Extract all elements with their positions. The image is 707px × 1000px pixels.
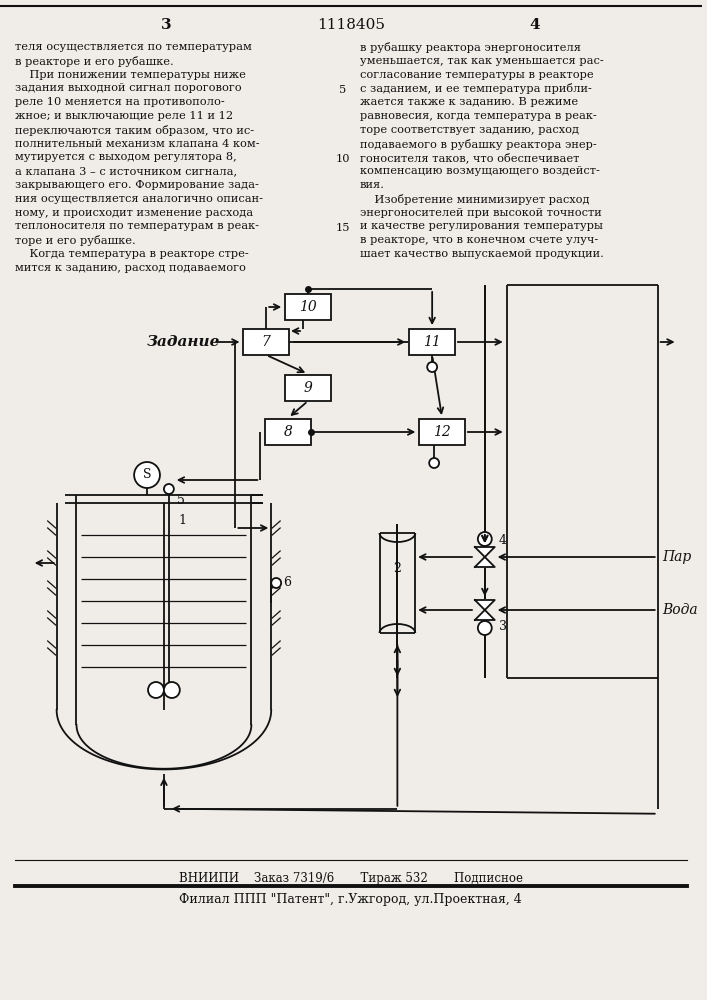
Text: 1: 1	[179, 514, 187, 526]
Text: 10: 10	[299, 300, 317, 314]
Text: мутируется с выходом регулятора 8,: мутируется с выходом регулятора 8,	[15, 152, 237, 162]
Text: 8: 8	[284, 425, 293, 439]
Text: теплоносителя по температурам в реак-: теплоносителя по температурам в реак-	[15, 221, 259, 231]
Text: уменьшается, так как уменьшается рас-: уменьшается, так как уменьшается рас-	[360, 56, 603, 66]
Text: 2: 2	[394, 562, 402, 574]
Text: жное; и выключающие реле 11 и 12: жное; и выключающие реле 11 и 12	[15, 111, 233, 121]
Text: в рубашку реактора энергоносителя: в рубашку реактора энергоносителя	[360, 42, 580, 53]
Text: При понижении температуры ниже: При понижении температуры ниже	[15, 70, 246, 80]
Bar	[285, 294, 331, 320]
Bar	[265, 419, 311, 445]
Text: с заданием, и ее температура прибли-: с заданием, и ее температура прибли-	[360, 83, 592, 94]
Text: мится к заданию, расход подаваемого: мится к заданию, расход подаваемого	[15, 263, 246, 273]
Circle shape	[134, 462, 160, 488]
Text: реле 10 меняется на противополо-: реле 10 меняется на противополо-	[15, 97, 225, 107]
Text: полнительный механизм клапана 4 ком-: полнительный механизм клапана 4 ком-	[15, 139, 259, 149]
Text: в реакторе и его рубашке.: в реакторе и его рубашке.	[15, 56, 174, 67]
Bar	[409, 329, 455, 355]
Text: 10: 10	[336, 154, 350, 164]
Text: энергоносителей при высокой точности: энергоносителей при высокой точности	[360, 208, 602, 218]
Circle shape	[148, 682, 164, 698]
Text: теля осуществляется по температурам: теля осуществляется по температурам	[15, 42, 252, 52]
Text: 9: 9	[303, 381, 312, 395]
Text: торе и его рубашке.: торе и его рубашке.	[15, 235, 136, 246]
Polygon shape	[475, 600, 495, 610]
Text: жается также к заданию. В режиме: жается также к заданию. В режиме	[360, 97, 578, 107]
Bar	[419, 419, 465, 445]
Text: компенсацию возмущающего воздейст-: компенсацию возмущающего воздейст-	[360, 166, 600, 176]
Text: гоносителя таков, что обеспечивает: гоносителя таков, что обеспечивает	[360, 152, 579, 163]
Bar	[243, 329, 289, 355]
Text: 7: 7	[262, 335, 271, 349]
Text: торе соответствует заданию, расход: торе соответствует заданию, расход	[360, 125, 578, 135]
Text: 4: 4	[529, 18, 539, 32]
Circle shape	[478, 532, 492, 546]
Text: Задание: Задание	[147, 335, 221, 349]
Text: а клапана 3 – с источником сигнала,: а клапана 3 – с источником сигнала,	[15, 166, 237, 176]
Text: Изобретение минимизирует расход: Изобретение минимизирует расход	[360, 194, 589, 205]
Text: ному, и происходит изменение расхода: ному, и происходит изменение расхода	[15, 208, 253, 218]
Text: и качестве регулирования температуры: и качестве регулирования температуры	[360, 221, 602, 231]
Circle shape	[429, 458, 439, 468]
Text: S: S	[143, 468, 151, 482]
Circle shape	[164, 484, 174, 494]
Text: закрывающего его. Формирование зада-: закрывающего его. Формирование зада-	[15, 180, 259, 190]
Text: 15: 15	[336, 223, 350, 233]
Text: 12: 12	[433, 425, 451, 439]
Circle shape	[478, 621, 492, 635]
Polygon shape	[475, 547, 495, 557]
Text: 3: 3	[498, 619, 507, 633]
Circle shape	[427, 362, 437, 372]
Text: Пар: Пар	[662, 550, 692, 564]
Text: ВНИИПИ    Заказ 7319/6       Тираж 532       Подписное: ВНИИПИ Заказ 7319/6 Тираж 532 Подписное	[179, 872, 522, 885]
Polygon shape	[475, 610, 495, 620]
Circle shape	[271, 578, 281, 588]
Text: 4: 4	[498, 534, 507, 548]
Text: 5: 5	[339, 85, 346, 95]
Text: равновесия, когда температура в реак-: равновесия, когда температура в реак-	[360, 111, 597, 121]
Text: 1118405: 1118405	[317, 18, 385, 32]
Text: согласование температуры в реакторе: согласование температуры в реакторе	[360, 70, 593, 80]
Circle shape	[164, 682, 180, 698]
Text: Филиал ППП "Патент", г.Ужгород, ул.Проектная, 4: Филиал ППП "Патент", г.Ужгород, ул.Проек…	[180, 893, 522, 906]
Text: 5: 5	[177, 493, 185, 506]
Text: Вода: Вода	[662, 603, 699, 617]
Text: в реакторе, что в конечном счете улуч-: в реакторе, что в конечном счете улуч-	[360, 235, 598, 245]
Text: шает качество выпускаемой продукции.: шает качество выпускаемой продукции.	[360, 249, 604, 259]
Text: Когда температура в реакторе стре-: Когда температура в реакторе стре-	[15, 249, 249, 259]
Bar	[285, 375, 331, 401]
Text: переключаются таким образом, что ис-: переключаются таким образом, что ис-	[15, 125, 254, 136]
Text: 11: 11	[423, 335, 441, 349]
Text: задания выходной сигнал порогового: задания выходной сигнал порогового	[15, 83, 242, 93]
Polygon shape	[475, 557, 495, 567]
Text: подаваемого в рубашку реактора энер-: подаваемого в рубашку реактора энер-	[360, 139, 597, 150]
Text: 3: 3	[160, 18, 171, 32]
Text: ния осуществляется аналогично описан-: ния осуществляется аналогично описан-	[15, 194, 263, 204]
Text: 6: 6	[283, 576, 291, 589]
Text: вия.: вия.	[360, 180, 385, 190]
